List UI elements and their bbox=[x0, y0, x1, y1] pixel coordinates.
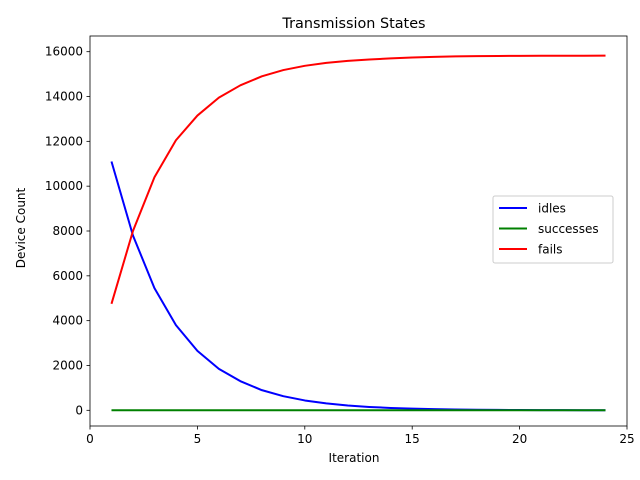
y-tick-label: 14000 bbox=[45, 90, 83, 104]
y-tick-label: 4000 bbox=[52, 314, 83, 328]
x-tick-label: 15 bbox=[405, 432, 420, 446]
series-layer bbox=[110, 54, 606, 412]
x-axis-title: Iteration bbox=[329, 451, 380, 465]
y-tick-label: 6000 bbox=[52, 269, 83, 283]
y-tick-label: 12000 bbox=[45, 134, 83, 148]
y-tick-label: 16000 bbox=[45, 45, 83, 59]
legend-label-fails: fails bbox=[538, 243, 563, 257]
x-tick-label: 0 bbox=[86, 432, 94, 446]
y-tick-label: 0 bbox=[75, 403, 83, 417]
y-axis-title: Device Count bbox=[14, 187, 28, 268]
legend: idles successes fails bbox=[492, 195, 614, 264]
axes-layer: 0 5 10 15 20 25 0 2000 4000 6000 8000 10000 12000 140… bbox=[45, 35, 635, 446]
y-tick-label: 8000 bbox=[52, 224, 83, 238]
legend-box bbox=[492, 195, 614, 264]
legend-label-idles: idles bbox=[538, 202, 566, 216]
legend-label-successes: successes bbox=[538, 222, 599, 236]
x-tick-label: 20 bbox=[512, 432, 527, 446]
x-tick-label: 10 bbox=[297, 432, 312, 446]
x-tick-label: 25 bbox=[619, 432, 634, 446]
series-line-fails bbox=[110, 54, 606, 305]
y-tick-label: 10000 bbox=[45, 179, 83, 193]
x-tick-label: 5 bbox=[194, 432, 202, 446]
chart-title: Transmission States bbox=[281, 16, 425, 32]
y-tick-label: 2000 bbox=[52, 358, 83, 372]
